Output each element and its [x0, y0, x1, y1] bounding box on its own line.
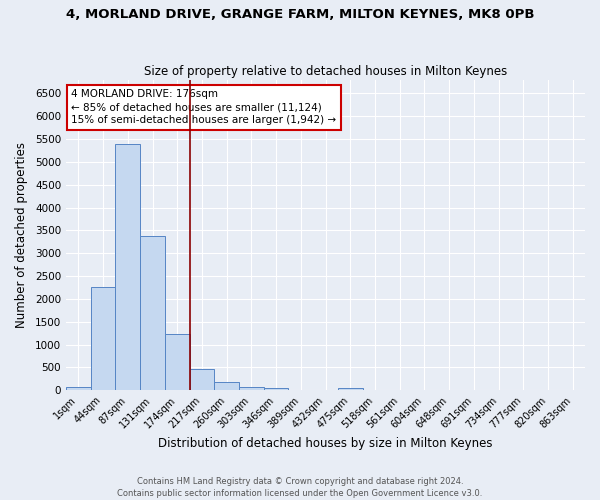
Text: Contains HM Land Registry data © Crown copyright and database right 2024.
Contai: Contains HM Land Registry data © Crown c… [118, 476, 482, 498]
Bar [91, 286, 115, 390]
Bar [214, 382, 239, 390]
Text: 4, MORLAND DRIVE, GRANGE FARM, MILTON KEYNES, MK8 0PB: 4, MORLAND DRIVE, GRANGE FARM, MILTON KE… [66, 8, 534, 20]
Text: 4 MORLAND DRIVE: 176sqm
← 85% of detached houses are smaller (11,124)
15% of sem: 4 MORLAND DRIVE: 176sqm ← 85% of detache… [71, 89, 337, 126]
Title: Size of property relative to detached houses in Milton Keynes: Size of property relative to detached ho… [144, 66, 507, 78]
Y-axis label: Number of detached properties: Number of detached properties [15, 142, 28, 328]
Bar [140, 236, 165, 390]
Bar [338, 388, 362, 390]
Bar [239, 386, 264, 390]
Bar [264, 388, 289, 390]
Bar [190, 369, 214, 390]
X-axis label: Distribution of detached houses by size in Milton Keynes: Distribution of detached houses by size … [158, 437, 493, 450]
Bar [165, 334, 190, 390]
Bar [115, 144, 140, 390]
Bar [66, 388, 91, 390]
